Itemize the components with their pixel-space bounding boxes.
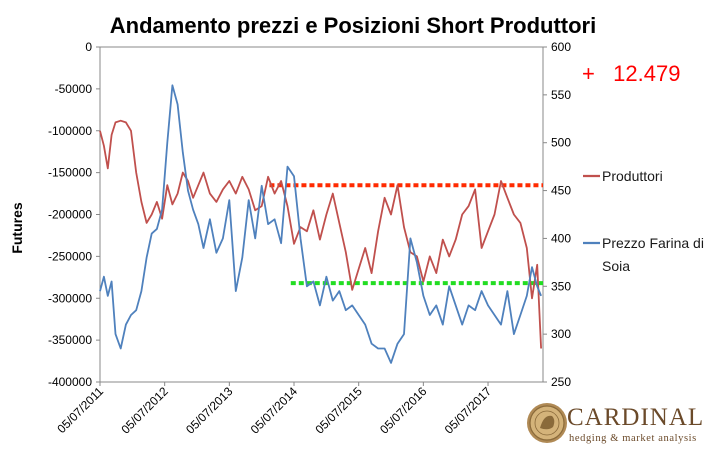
cardinal-coin-icon — [527, 403, 567, 443]
chart-title: Andamento prezzi e Posizioni Short Produ… — [110, 13, 596, 38]
right-tick-label: 500 — [551, 136, 571, 150]
right-tick-label: 350 — [551, 279, 571, 293]
x-tick-label: 05/07/2014 — [248, 384, 301, 437]
right-tick-label: 250 — [551, 375, 571, 389]
annotation-value: + 12.479 — [582, 61, 680, 86]
x-tick-label: 05/07/2017 — [442, 384, 495, 437]
left-axis-label: Futures — [9, 202, 25, 254]
right-axis-ticks: 600 550 500 450 400 350 300 250 — [543, 40, 571, 389]
left-tick-label: -100000 — [48, 124, 92, 138]
series-line-produttori — [99, 119, 542, 349]
left-tick-label: -350000 — [48, 333, 92, 347]
cardinal-logo: CARDINAL hedging & market analysis — [527, 403, 704, 444]
logo-name: CARDINAL — [567, 404, 704, 431]
right-tick-label: 300 — [551, 327, 571, 341]
x-tick-label: 05/07/2011 — [54, 384, 106, 436]
x-tick-label: 05/07/2016 — [377, 384, 430, 437]
legend-label-prezzo: Prezzo Farina di Soia — [602, 235, 704, 274]
right-tick-label: 550 — [551, 88, 571, 102]
reference-lines — [269, 183, 543, 286]
x-tick-label: 05/07/2015 — [312, 384, 365, 437]
left-tick-label: -250000 — [48, 249, 92, 263]
legend: Produttori Prezzo Farina di Soia — [583, 168, 704, 274]
left-tick-label: -150000 — [48, 166, 92, 180]
legend-label-produttori: Produttori — [602, 168, 663, 184]
left-axis-ticks: 0 -50000 -100000 -150000 -200000 -250000 -3000… — [48, 40, 100, 389]
x-tick-label: 05/07/2012 — [118, 384, 171, 437]
x-tick-label: 05/07/2013 — [183, 384, 236, 437]
plot-area-border — [99, 46, 544, 383]
left-tick-label: -200000 — [48, 208, 92, 222]
left-tick-label: -400000 — [48, 375, 92, 389]
logo-tagline: hedging & market analysis — [569, 433, 697, 444]
right-tick-label: 400 — [551, 231, 571, 245]
left-tick-label: -300000 — [48, 291, 92, 305]
series-lines — [99, 84, 542, 364]
left-tick-label: 0 — [85, 40, 92, 54]
right-tick-label: 450 — [551, 184, 571, 198]
x-axis-ticks: 05/07/2011 05/07/2012 05/07/2013 05/07/2014… — [54, 382, 494, 437]
series-line-prezzo-farina-di-soia — [99, 84, 542, 364]
left-tick-label: -50000 — [55, 82, 93, 96]
right-tick-label: 600 — [551, 40, 571, 54]
